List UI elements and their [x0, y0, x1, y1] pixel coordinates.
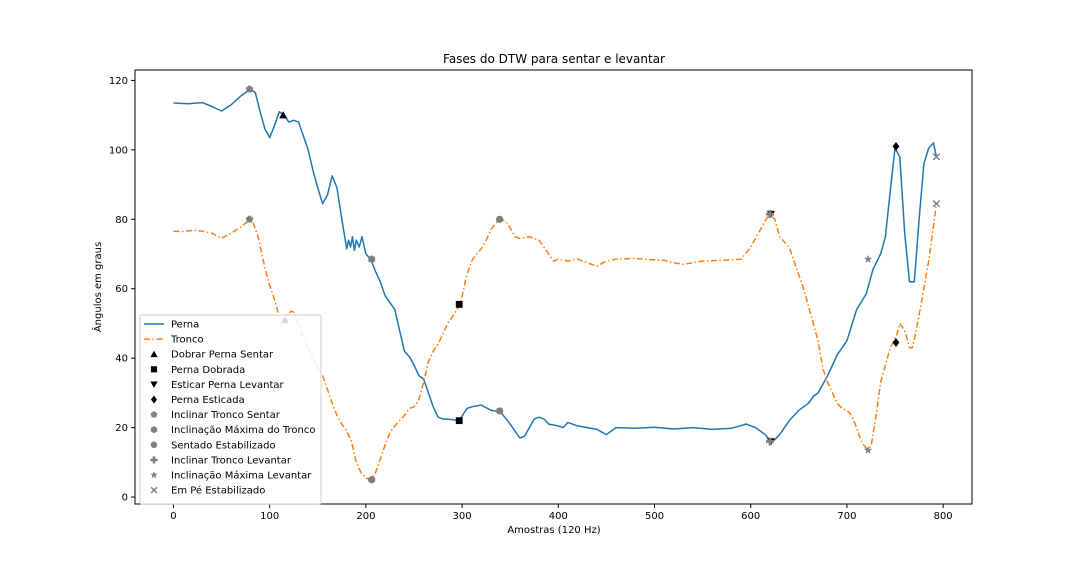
series-line-perna — [173, 88, 938, 443]
y-tick-label: 60 — [115, 284, 128, 295]
legend: Perna Tronco Dobrar Perna Sentar Perna Dobr… — [139, 314, 322, 505]
x-tick-label: 600 — [741, 511, 760, 522]
marker-point — [932, 199, 941, 208]
marker-point — [455, 300, 463, 308]
marker-point — [245, 215, 254, 223]
y-tick-label: 100 — [109, 145, 128, 156]
legend-marker — [150, 471, 158, 479]
legend-label: Inclinar Tronco Sentar — [171, 410, 281, 421]
legend-marker — [150, 486, 158, 494]
marker-point — [496, 407, 504, 415]
axes-frame — [134, 69, 973, 505]
legend-label: Em Pé Estabilizado — [171, 485, 265, 497]
x-tick-label: 500 — [645, 511, 664, 522]
legend-label: Esticar Perna Levantar — [171, 380, 285, 391]
legend-marker — [150, 441, 158, 449]
marker-point — [892, 338, 900, 347]
legend-marker — [150, 366, 158, 373]
marker-point — [765, 437, 774, 446]
marker-point — [368, 475, 376, 484]
legend-marker — [150, 350, 158, 358]
legend-label: Perna — [171, 320, 199, 331]
marker-point — [496, 215, 504, 223]
y-axis: 0 20 40 60 80 100 120 — [109, 76, 135, 504]
legend-marker — [150, 426, 158, 434]
y-tick-label: 20 — [115, 423, 128, 434]
legend-label: Perna Dobrada — [171, 365, 245, 376]
y-tick-label: 120 — [109, 76, 128, 87]
marker-point — [892, 141, 900, 151]
x-tick-label: 100 — [260, 511, 279, 522]
marker-point — [765, 210, 774, 219]
x-tick-label: 200 — [356, 511, 375, 522]
y-tick-label: 80 — [115, 215, 128, 226]
marker-point — [932, 153, 941, 161]
legend-label: Inclinar Tronco Levantar — [171, 455, 292, 466]
legend-label: Inclinação Máxima Levantar — [171, 470, 312, 482]
legend-label: Dobrar Perna Sentar — [171, 350, 274, 361]
legend-label: Sentado Estabilizado — [171, 440, 276, 451]
marker-point — [863, 254, 873, 263]
marker-point — [279, 111, 288, 119]
x-axis: 0 100 200 300 400 500 600 700 800 — [170, 504, 953, 522]
marker-point — [368, 255, 376, 264]
legend-marker — [150, 411, 158, 418]
legend-label: Tronco — [170, 335, 204, 346]
legend-marker — [150, 381, 158, 388]
legend-box — [139, 314, 322, 505]
marker-point — [863, 445, 873, 454]
legend-label: Inclinação Máxima do Tronco — [171, 424, 315, 436]
x-tick-label: 0 — [170, 511, 176, 522]
legend-marker — [150, 395, 158, 404]
y-axis-label: Ângulos em graus — [91, 242, 104, 332]
chart-title: Fases do DTW para sentar e levantar — [443, 52, 665, 66]
y-tick-label: 40 — [115, 354, 128, 365]
x-tick-label: 400 — [549, 511, 568, 522]
x-axis-label: Amostras (120 Hz) — [507, 525, 600, 536]
y-tick-label: 0 — [122, 493, 128, 504]
legend-label: Perna Esticada — [171, 395, 245, 406]
marker-point — [455, 417, 463, 425]
x-tick-label: 700 — [837, 511, 856, 522]
marker-point — [245, 85, 254, 93]
x-tick-label: 800 — [934, 511, 953, 522]
legend-marker — [150, 456, 158, 464]
x-tick-label: 300 — [453, 511, 472, 522]
